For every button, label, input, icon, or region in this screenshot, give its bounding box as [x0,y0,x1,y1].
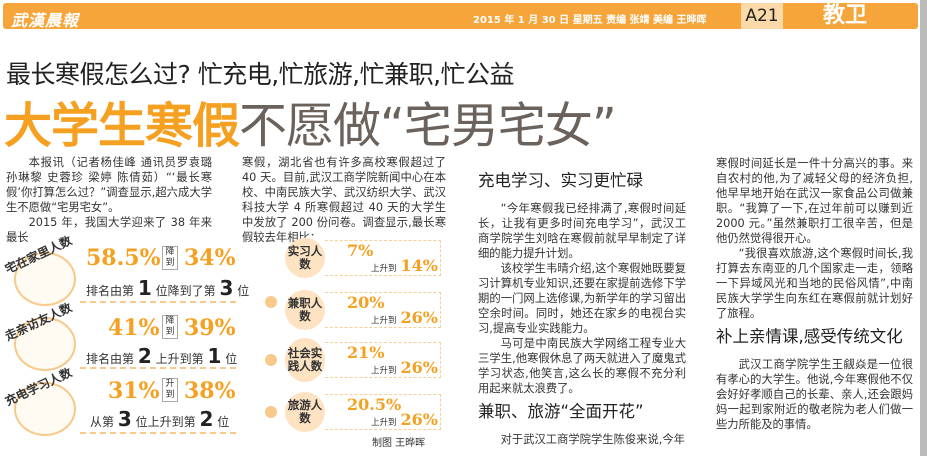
stat-rank: 排名由第 1 位降到了第 3 位 [86,276,250,300]
paragraph: 该校学生韦晴介绍,这个寒假她既要复习计算机专业知识,还要在家提前选修下学期的一门… [478,262,686,335]
divider [80,367,236,369]
connector-dot [265,406,277,418]
section-name: 教卫 [823,3,868,28]
divider [80,301,236,303]
subtitle: 最长寒假怎么过? 忙充电,忙旅游,忙兼职,忙公益 [6,60,515,89]
page-number: A21 [741,3,783,29]
masthead-bar: 武漢晨報 2015 年 1 月 30 日 星期五 责编 张靖 美编 王晔晖 A2… [3,3,918,30]
headline-highlight: 大学生寒假 [4,98,240,154]
column-3: 充电学习、实习更忙碌 “今年寒假我已经排满了,寒假时间延长，让我有更多时间充电学… [478,165,686,447]
stat-box: 20% 上升到 26% [325,292,441,328]
stat-parttime: 兼职人数 20% 上升到 26% [265,290,441,330]
divider [80,432,236,434]
connector-dot [265,296,277,308]
headline: 大学生寒假不愿做“宅男宅女” [4,86,617,156]
stat-from: 58.5% [86,245,161,271]
stat-label: 兼职人数 [285,290,325,330]
graphic-credit: 制图 王晔晖 [372,438,426,449]
stat-to: 39% [184,315,236,341]
paragraph: “我很喜欢旅游,这个寒假时间长,我打算去东南亚的几个国家走一走，领略一下异域风光… [716,247,913,320]
down-arrow-icon: 降到 [162,246,178,270]
stat-box: 7% 上升到 14% [325,240,441,276]
stat-stay-home: 宅在家里人数 58.5% 降到 34% 排名由第 1 位降到了第 3 位 [0,233,249,308]
paragraph: 本报讯（记者杨佳峰 通讯员罗袁璐 孙琳黎 史蓉珍 梁婷 陈倩茹）“‘最长寒假’你… [6,156,212,214]
column-1: 本报讯（记者杨佳峰 通讯员罗袁璐 孙琳黎 史蓉珍 梁婷 陈倩茹）“‘最长寒假’你… [6,155,212,245]
up-arrow-icon: 升到 [162,378,178,402]
paragraph: 寒假，湖北省也有许多高校寒假超过了 40 天。目前,武汉工商学院新闻中心在本校、… [242,156,446,244]
stat-rank: 从第 3 位上升到第 2 位 [90,407,230,431]
stat-from: 31% [108,378,160,404]
section-heading: 充电学习、实习更忙碌 [478,171,643,190]
connector-dot [265,354,277,366]
paragraph: 马可是中南民族大学网络工程专业大三学生,他寒假休息了两天就进入了魔鬼式学习状态,… [478,337,686,395]
stay-home-illustration [14,252,76,306]
issue-meta: 2015 年 1 月 30 日 星期五 责编 张靖 美编 王晔晖 [473,15,707,26]
newspaper-logo: 武漢晨報 [11,11,80,30]
stat-visiting: 走亲访友人数 41% 降到 39% 排名由第 2 上升到第 1 位 [0,300,238,375]
column-2: 寒假，湖北省也有许多高校寒假超过了 40 天。目前,武汉工商学院新闻中心在本校、… [242,155,446,245]
stat-box: 21% 上升到 26% [325,342,441,378]
paragraph: “今年寒假我已经排满了,寒假时间延长，让我有更多时间充电学习”，武汉工商学院学生… [478,202,686,260]
studying-illustration [14,382,76,436]
stat-studying: 充电学习人数 31% 升到 38% 从第 3 位上升到第 2 位 [0,365,236,440]
paragraph: 2015 年，我国大学迎来了 38 年来最长 [6,216,212,244]
stat-travel: 旅游人数 20.5% 上升到 26% [265,392,441,432]
stat-label: 旅游人数 [285,392,325,432]
stat-from: 41% [108,315,160,341]
stat-label: 实习人数 [285,238,325,278]
column-4: 寒假时间延长是一件十分高兴的事。来自农村的他,为了减轻父母的经济负担,他早早地开… [716,156,913,432]
paragraph: 寒假时间延长是一件十分高兴的事。来自农村的他,为了减轻父母的经济负担,他早早地开… [716,157,913,245]
stat-internship: 实习人数 7% 上升到 14% [285,238,441,278]
stat-to: 38% [184,378,236,404]
stat-label: 社会实践人数 [285,338,325,382]
paragraph: 对于武汉工商学院学生陈俊来说,今年 [500,433,685,446]
section-heading: 补上亲情课,感受传统文化 [716,327,903,346]
stat-to: 34% [184,245,236,271]
stat-social-practice: 社会实践人数 21% 上升到 26% [265,338,441,382]
down-arrow-icon: 降到 [162,315,178,339]
visiting-friends-illustration [14,317,76,371]
stat-box: 20.5% 上升到 26% [325,394,441,430]
section-heading: 兼职、旅游“全面开花” [478,402,644,421]
page-edge [920,0,927,456]
stat-rank: 排名由第 2 上升到第 1 位 [86,344,238,368]
paragraph: 武汉工商学院学生王觎焱是一位很有孝心的大学生。他说,今年寒假他不仅会好好孝顺自己… [716,358,913,431]
headline-rest: 不愿做“宅男宅女” [239,98,617,154]
